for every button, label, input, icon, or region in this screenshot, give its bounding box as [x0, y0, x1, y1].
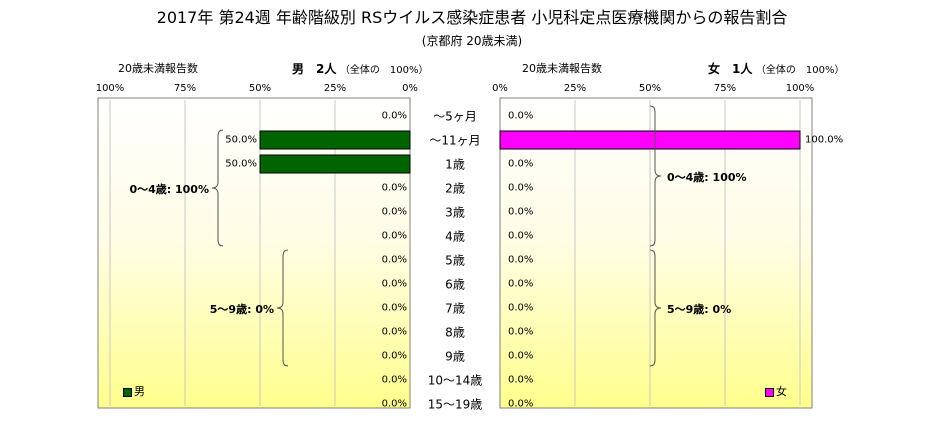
male-group-label: 5～9歳: 0% — [209, 303, 274, 316]
male-value-label: 0.0% — [381, 206, 407, 218]
female-legend: 女 — [765, 383, 787, 399]
age-category-label: 9歳 — [445, 349, 465, 364]
female-value-label: 0.0% — [508, 398, 534, 410]
chart-title: 2017年 第24週 年齢階級別 RSウイルス感染症患者 小児科定点医療機関から… — [156, 8, 788, 27]
female-group-brace — [649, 105, 662, 247]
female-value-label: 100.0% — [805, 134, 844, 146]
age-category-label: 10～14歳 — [427, 373, 483, 388]
male-value-label: 0.0% — [381, 110, 407, 122]
male-value-label: 0.0% — [381, 398, 407, 410]
female-tick-label: 50% — [638, 83, 662, 94]
female-value-label: 0.0% — [508, 182, 534, 194]
male-legend-swatch — [123, 387, 132, 397]
female-tick-label: 25% — [563, 83, 587, 94]
female-value-label: 0.0% — [508, 206, 534, 218]
grid-lines — [109, 98, 801, 408]
female-legend-label: 女 — [776, 385, 787, 398]
male-value-label: 0.0% — [381, 302, 407, 314]
female-tick-label: 75% — [713, 83, 737, 94]
male-plot-area — [97, 97, 411, 409]
male-count-label: 男 2人 — [292, 62, 337, 76]
male-value-label: 0.0% — [381, 350, 407, 362]
female-value-label: 0.0% — [508, 230, 534, 242]
female-axis-label: 20歳未満報告数 — [522, 62, 602, 75]
male-tick-label: 75% — [173, 83, 197, 94]
age-category-label: 3歳 — [445, 205, 465, 220]
male-value-label: 0.0% — [381, 326, 407, 338]
group-braces — [211, 105, 662, 367]
age-category-label: 5歳 — [445, 253, 465, 268]
male-tick-label: 25% — [323, 83, 347, 94]
chart-subtitle: (京都府 20歳未満) — [421, 34, 523, 48]
female-value-label: 0.0% — [508, 278, 534, 290]
female-value-label: 0.0% — [508, 158, 534, 170]
male-axis-label: 20歳未満報告数 — [118, 62, 198, 75]
male-value-label: 0.0% — [381, 230, 407, 242]
male-count-header: 男 2人 （全体の 100%） — [292, 60, 428, 77]
male-group-label: 0～4歳: 100% — [129, 183, 209, 196]
age-category-label: ～5ヶ月 — [433, 109, 477, 124]
male-tick-label: 50% — [248, 83, 272, 94]
female-tick-label: 100% — [785, 83, 815, 94]
male-legend: 男 — [123, 383, 145, 399]
female-value-label: 0.0% — [508, 350, 534, 362]
male-value-label: 50.0% — [225, 158, 257, 170]
male-value-label: 0.0% — [381, 278, 407, 290]
female-value-label: 0.0% — [508, 110, 534, 122]
male-value-label: 0.0% — [381, 374, 407, 386]
male-count-note: （全体の 100%） — [339, 65, 429, 76]
female-value-label: 0.0% — [508, 254, 534, 266]
male-legend-label: 男 — [134, 385, 145, 398]
male-group-brace — [276, 249, 289, 367]
male-group-brace — [211, 129, 224, 247]
female-count-header: 女 1人 （全体の 100%） — [708, 60, 844, 77]
age-category-label: 6歳 — [445, 277, 465, 292]
female-bar — [499, 130, 801, 150]
female-group-brace — [649, 249, 662, 367]
female-legend-swatch — [765, 387, 774, 397]
age-category-label: 4歳 — [445, 229, 465, 244]
male-tick-label: 0% — [402, 83, 418, 94]
age-category-label: 8歳 — [445, 325, 465, 340]
age-category-label: ～11ヶ月 — [429, 133, 481, 148]
age-category-label: 1歳 — [445, 157, 465, 172]
male-bar — [259, 130, 411, 150]
age-category-label: 2歳 — [445, 181, 465, 196]
bars — [259, 130, 801, 174]
female-value-label: 0.0% — [508, 302, 534, 314]
male-value-label: 0.0% — [381, 182, 407, 194]
female-value-label: 0.0% — [508, 326, 534, 338]
female-group-label: 5～9歳: 0% — [667, 303, 732, 316]
male-bar — [259, 154, 411, 174]
male-value-label: 0.0% — [381, 254, 407, 266]
male-value-label: 50.0% — [225, 134, 257, 146]
male-tick-label: 100% — [95, 83, 125, 94]
female-count-label: 女 1人 — [708, 62, 753, 76]
female-tick-label: 0% — [492, 83, 508, 94]
female-value-label: 0.0% — [508, 374, 534, 386]
age-category-label: 7歳 — [445, 301, 465, 316]
age-category-label: 15～19歳 — [427, 397, 483, 412]
female-count-note: （全体の 100%） — [755, 65, 845, 76]
female-plot-area — [499, 97, 813, 409]
female-group-label: 0～4歳: 100% — [667, 171, 747, 184]
